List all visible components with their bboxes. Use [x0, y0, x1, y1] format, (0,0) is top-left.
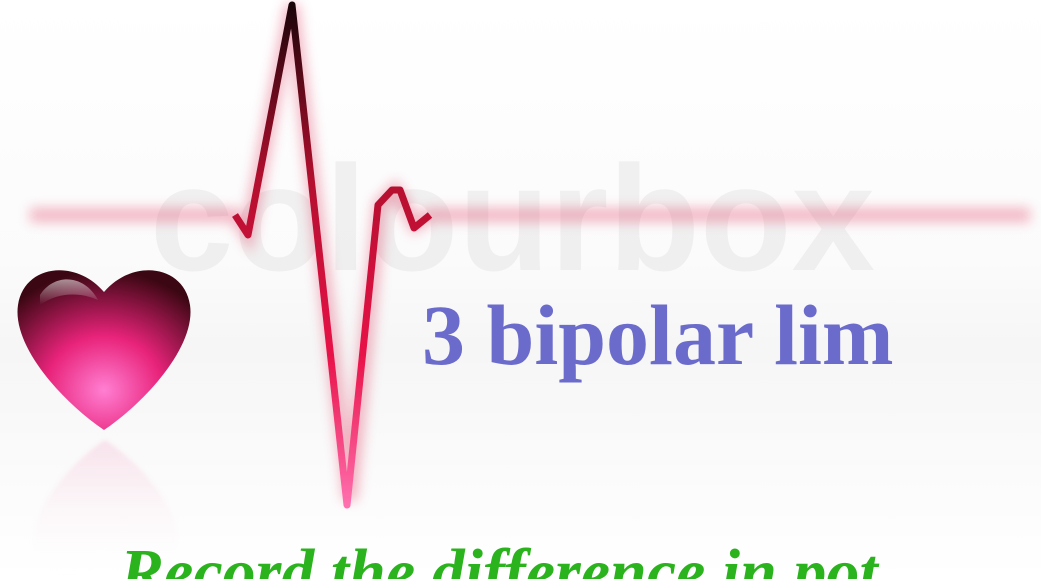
slide-subtitle: Record the difference in pot	[120, 536, 878, 579]
slide-title: 3 bipolar lim	[422, 287, 894, 383]
ecg-spike	[232, 1, 433, 509]
heart-reflection	[33, 440, 178, 576]
heart-shine	[40, 279, 98, 305]
heart-icon	[17, 270, 191, 430]
